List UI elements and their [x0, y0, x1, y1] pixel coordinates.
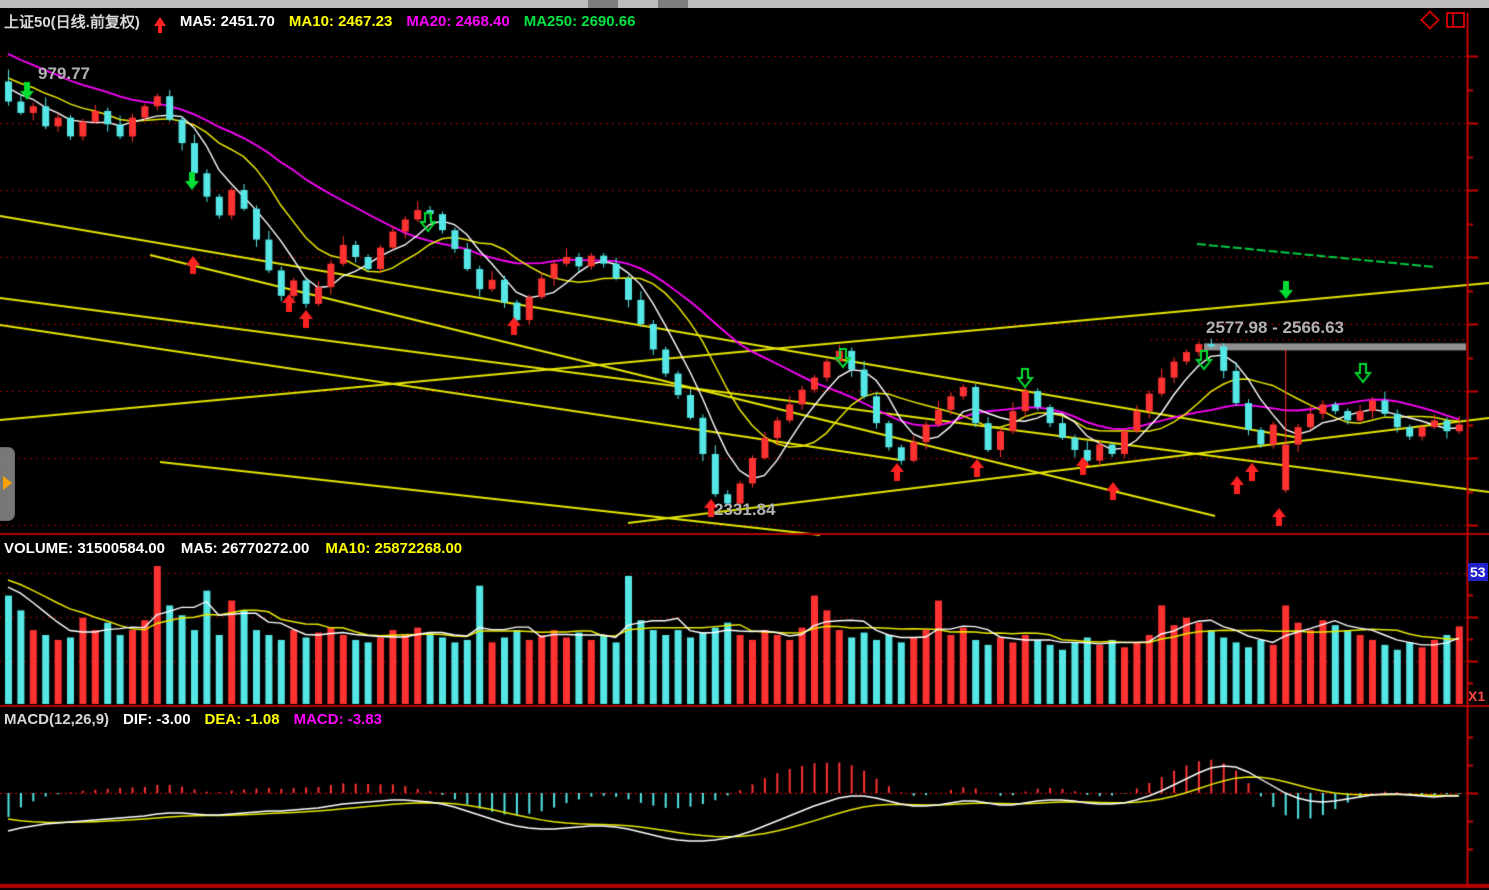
dif-value: DIF: -3.00: [123, 711, 191, 728]
axis-multiplier-label: X1: [1468, 688, 1486, 704]
volume-header: VOLUME: 31500584.00 MA5: 26770272.00 MA1…: [4, 540, 478, 557]
top-edge-notch: [658, 0, 688, 8]
corner-controls: [1420, 10, 1465, 30]
volume-axis-label: 53: [1468, 563, 1488, 581]
volume-value: VOLUME: 31500584.00: [4, 540, 165, 557]
main-chart-header: 上证50(日线.前复权) MA5: 2451.70 MA10: 2467.23 …: [4, 11, 649, 33]
dea-value: DEA: -1.08: [204, 711, 280, 728]
range-price-label: 2577.98 - 2566.63: [1206, 318, 1345, 337]
diamond-icon[interactable]: [1420, 10, 1440, 30]
ma20-value: MA20: 2468.40: [406, 12, 510, 30]
macd-header: MACD(12,26,9) DIF: -3.00 DEA: -1.08 MACD…: [4, 711, 396, 728]
up-arrow-icon: [153, 16, 166, 33]
expand-arrow-icon: [3, 476, 12, 490]
volume-ma5-value: MA5: 26770272.00: [180, 540, 310, 557]
macd-title: MACD(12,26,9): [4, 711, 110, 728]
ma250-value: MA250: 2690.66: [523, 12, 636, 30]
low-price-label: 2331.84: [714, 500, 776, 519]
symbol-title: 上证50(日线.前复权): [4, 13, 140, 31]
volume-ma10-value: MA10: 25872268.00: [325, 540, 463, 557]
split-window-icon[interactable]: [1446, 12, 1465, 28]
ma5-value: MA5: 2451.70: [179, 12, 275, 30]
ma10-value: MA10: 2467.23: [288, 12, 393, 30]
high-price-label: 979.77: [38, 64, 90, 83]
macd-value: MACD: -3.83: [293, 711, 382, 728]
window-top-edge: [0, 0, 1489, 8]
sidebar-expand-handle[interactable]: [0, 447, 15, 521]
top-edge-notch: [588, 0, 618, 8]
